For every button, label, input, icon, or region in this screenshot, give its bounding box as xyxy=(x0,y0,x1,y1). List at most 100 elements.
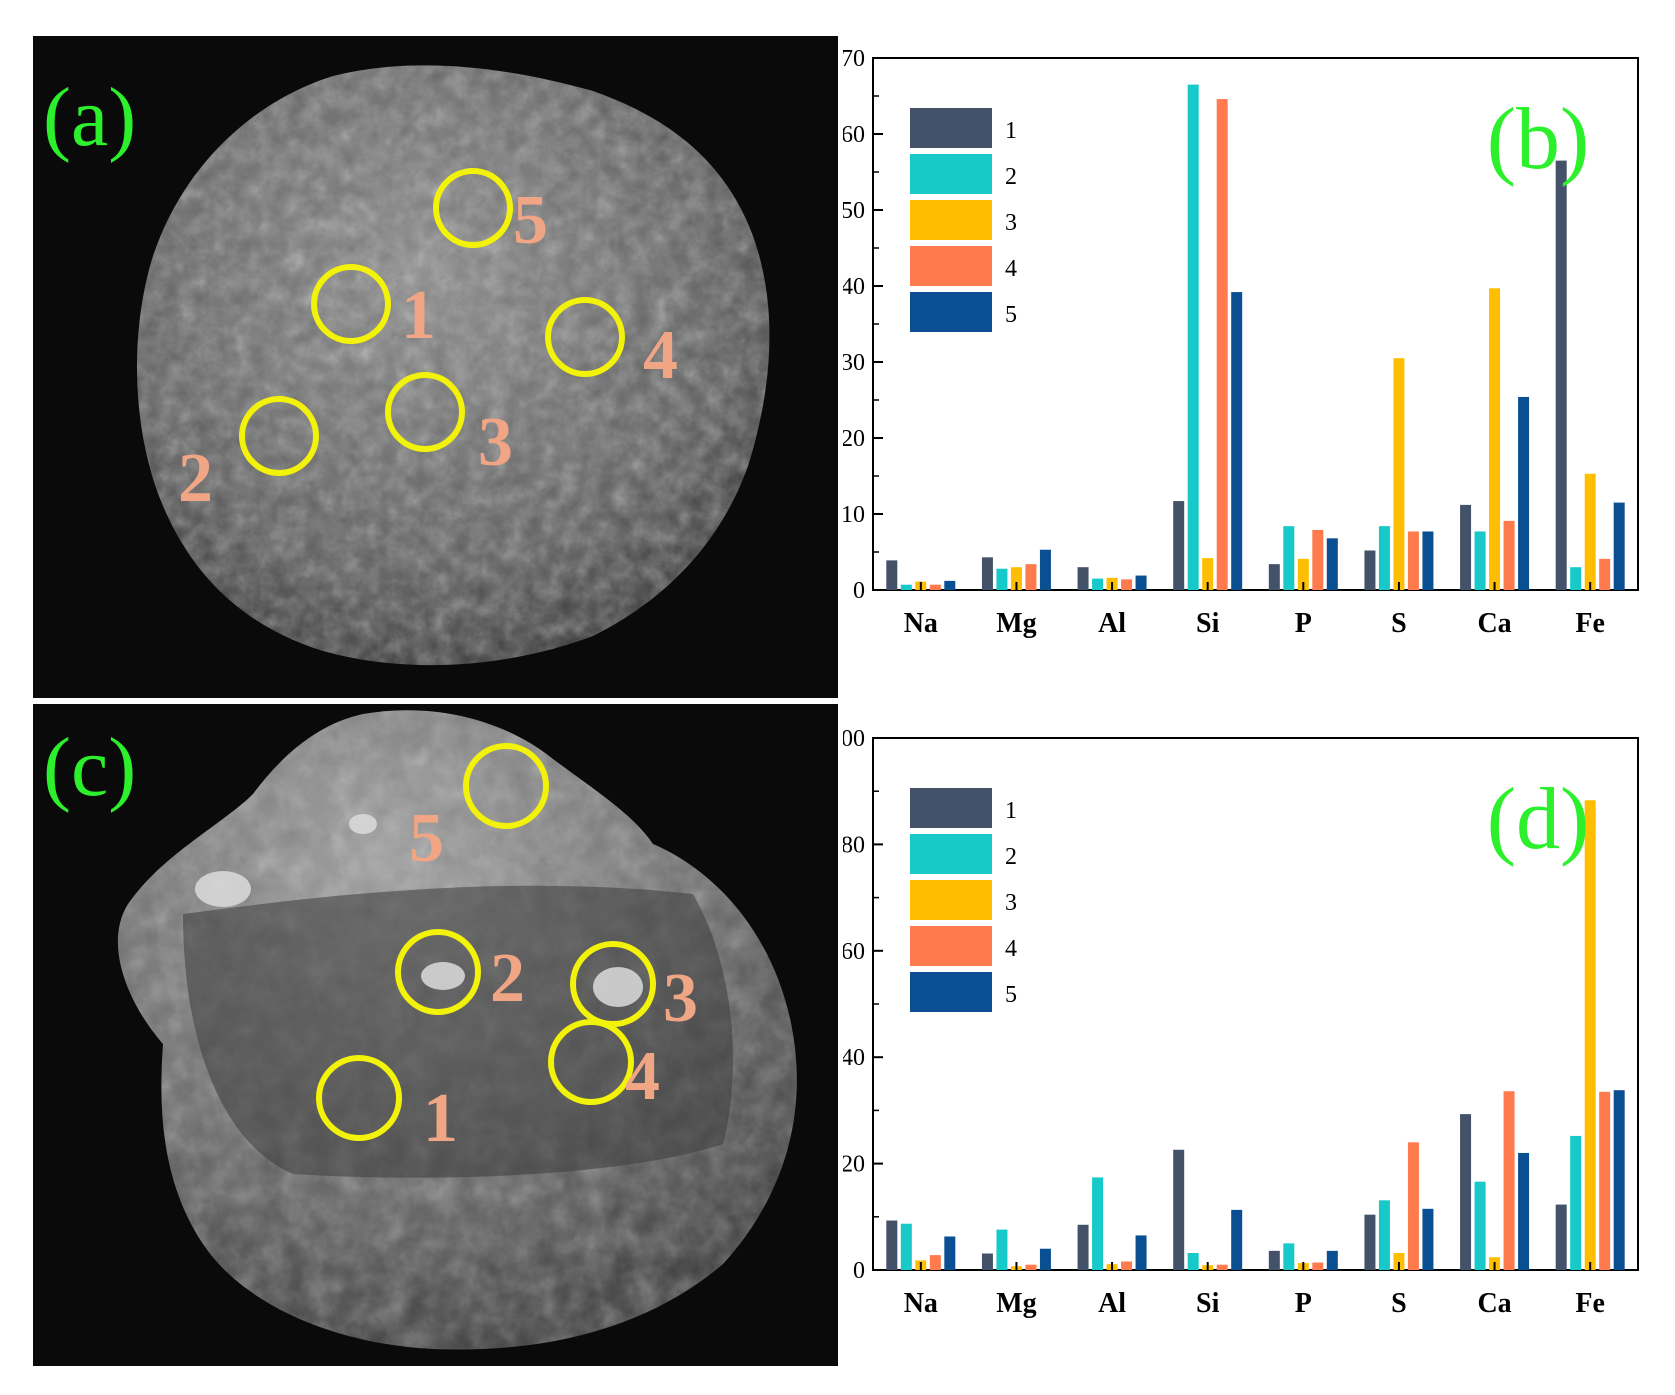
spot-number: 5 xyxy=(409,800,444,877)
x-tick-label: P xyxy=(1295,608,1312,639)
bar xyxy=(1092,1177,1104,1270)
spot-number: 3 xyxy=(663,960,698,1037)
y-tick-label: 40 xyxy=(843,274,865,300)
bar xyxy=(1393,358,1405,590)
legend-label: 2 xyxy=(1005,164,1017,190)
x-tick-label: Fe xyxy=(1575,608,1605,639)
y-tick-label: 30 xyxy=(843,350,865,376)
x-tick-label: Fe xyxy=(1575,1288,1605,1319)
legend-label: 1 xyxy=(1005,798,1017,824)
particle-image-c xyxy=(117,710,797,1350)
legend-swatch xyxy=(910,154,992,194)
legend-label: 1 xyxy=(1005,118,1017,144)
bar-chart-d: 020406080100Weight (%)NaMgAlSiPSCaFe1234… xyxy=(805,700,1663,1390)
bar xyxy=(1518,396,1530,590)
legend-swatch xyxy=(910,972,992,1012)
legend-swatch xyxy=(910,834,992,874)
bar xyxy=(1378,526,1390,590)
y-tick-label: 20 xyxy=(843,1152,865,1178)
sem-image-c: (c) 1 2 3 4 5 xyxy=(33,704,838,1366)
x-tick-label: Na xyxy=(904,1288,938,1319)
bar xyxy=(1268,564,1280,590)
y-tick-label: 40 xyxy=(843,1045,865,1071)
y-tick-label: 70 xyxy=(843,46,865,72)
spot-number: 4 xyxy=(643,317,678,394)
bar xyxy=(1555,1204,1567,1270)
bar xyxy=(1121,1261,1133,1270)
bar xyxy=(1460,504,1472,590)
bar xyxy=(1216,99,1228,590)
bar xyxy=(1518,1152,1530,1270)
bar xyxy=(1077,1224,1089,1270)
legend-label: 3 xyxy=(1005,210,1017,236)
legend-swatch xyxy=(910,292,992,332)
bar xyxy=(1599,558,1611,590)
bar xyxy=(1422,1208,1434,1270)
bar xyxy=(1039,549,1051,590)
bar xyxy=(1393,1252,1405,1270)
legend-label: 2 xyxy=(1005,844,1017,870)
bar xyxy=(1460,1114,1472,1270)
y-tick-label: 60 xyxy=(843,122,865,148)
bar xyxy=(981,1253,993,1270)
spot-number: 4 xyxy=(625,1038,660,1115)
bar xyxy=(996,568,1008,590)
x-tick-label: Mg xyxy=(996,1288,1036,1319)
legend-swatch xyxy=(910,200,992,240)
bar xyxy=(1503,520,1515,590)
bar xyxy=(1312,529,1324,590)
bar xyxy=(1422,531,1434,590)
panel-label-c: (c) xyxy=(43,721,137,814)
x-tick-label: Si xyxy=(1196,1288,1220,1319)
bar xyxy=(1268,1250,1280,1270)
bar xyxy=(1173,501,1185,590)
bar xyxy=(1326,1250,1338,1270)
bar xyxy=(1555,160,1567,590)
y-tick-label: 50 xyxy=(843,198,865,224)
x-tick-label: Mg xyxy=(996,608,1036,639)
bar xyxy=(1025,1264,1037,1270)
bar xyxy=(1489,288,1501,590)
y-tick-label: 100 xyxy=(843,726,865,752)
bar xyxy=(1599,1091,1611,1270)
bar xyxy=(1474,531,1486,590)
legend-label: 3 xyxy=(1005,890,1017,916)
bar xyxy=(929,1255,941,1270)
bar xyxy=(996,1229,1008,1270)
bar xyxy=(1187,84,1199,590)
bar xyxy=(1364,550,1376,590)
bar xyxy=(1364,1214,1376,1270)
bar xyxy=(886,1220,898,1270)
spot-circles-a xyxy=(239,168,625,476)
bar xyxy=(1025,564,1037,590)
bar xyxy=(1407,1142,1419,1270)
spot-number: 2 xyxy=(178,440,213,517)
legend-swatch xyxy=(910,788,992,828)
bar xyxy=(1077,567,1089,590)
bar xyxy=(1135,1235,1147,1270)
spot-number: 1 xyxy=(401,277,436,354)
legend-swatch xyxy=(910,926,992,966)
bar xyxy=(1231,292,1243,590)
bar xyxy=(1584,473,1596,590)
bar xyxy=(1173,1149,1185,1270)
spot-circles-c xyxy=(316,743,656,1141)
bar xyxy=(1584,800,1596,1270)
bar xyxy=(1010,567,1022,590)
x-tick-label: Si xyxy=(1196,608,1220,639)
x-tick-label: Ca xyxy=(1477,608,1511,639)
x-tick-label: S xyxy=(1391,608,1407,639)
bar xyxy=(1092,578,1104,590)
bar xyxy=(1135,575,1147,590)
panel-label-a: (a) xyxy=(43,71,137,164)
bar xyxy=(1297,558,1309,590)
bar xyxy=(886,560,898,590)
bar xyxy=(1283,526,1295,590)
legend-label: 4 xyxy=(1005,256,1017,282)
bar xyxy=(1283,1243,1295,1270)
legend-label: 5 xyxy=(1005,302,1017,328)
y-tick-label: 0 xyxy=(853,1258,865,1284)
bar xyxy=(1570,567,1582,590)
bar xyxy=(1613,502,1625,590)
bar xyxy=(1312,1262,1324,1270)
